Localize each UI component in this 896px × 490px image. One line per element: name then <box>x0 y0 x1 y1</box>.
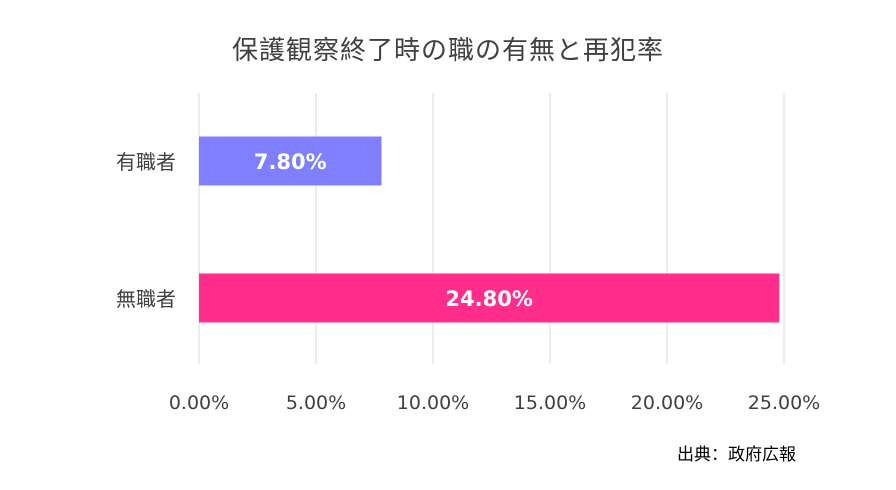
bar <box>199 273 780 323</box>
bar <box>199 136 382 186</box>
bar-data-label: 24.80% <box>445 287 532 311</box>
x-tick-label: 25.00% <box>748 392 820 414</box>
chart-title: 保護観察終了時の職の有無と再犯率 <box>231 36 664 66</box>
bar-data-label: 7.80% <box>254 150 327 174</box>
category-label: 有職者 <box>116 150 176 174</box>
x-tick-label: 20.00% <box>631 392 703 414</box>
x-tick-label: 15.00% <box>514 392 586 414</box>
source-note: 出典：政府広報 <box>677 445 796 465</box>
x-tick-label: 10.00% <box>397 392 469 414</box>
category-label: 無職者 <box>116 287 176 311</box>
x-tick-label: 0.00% <box>169 392 229 414</box>
x-tick-label: 5.00% <box>286 392 346 414</box>
